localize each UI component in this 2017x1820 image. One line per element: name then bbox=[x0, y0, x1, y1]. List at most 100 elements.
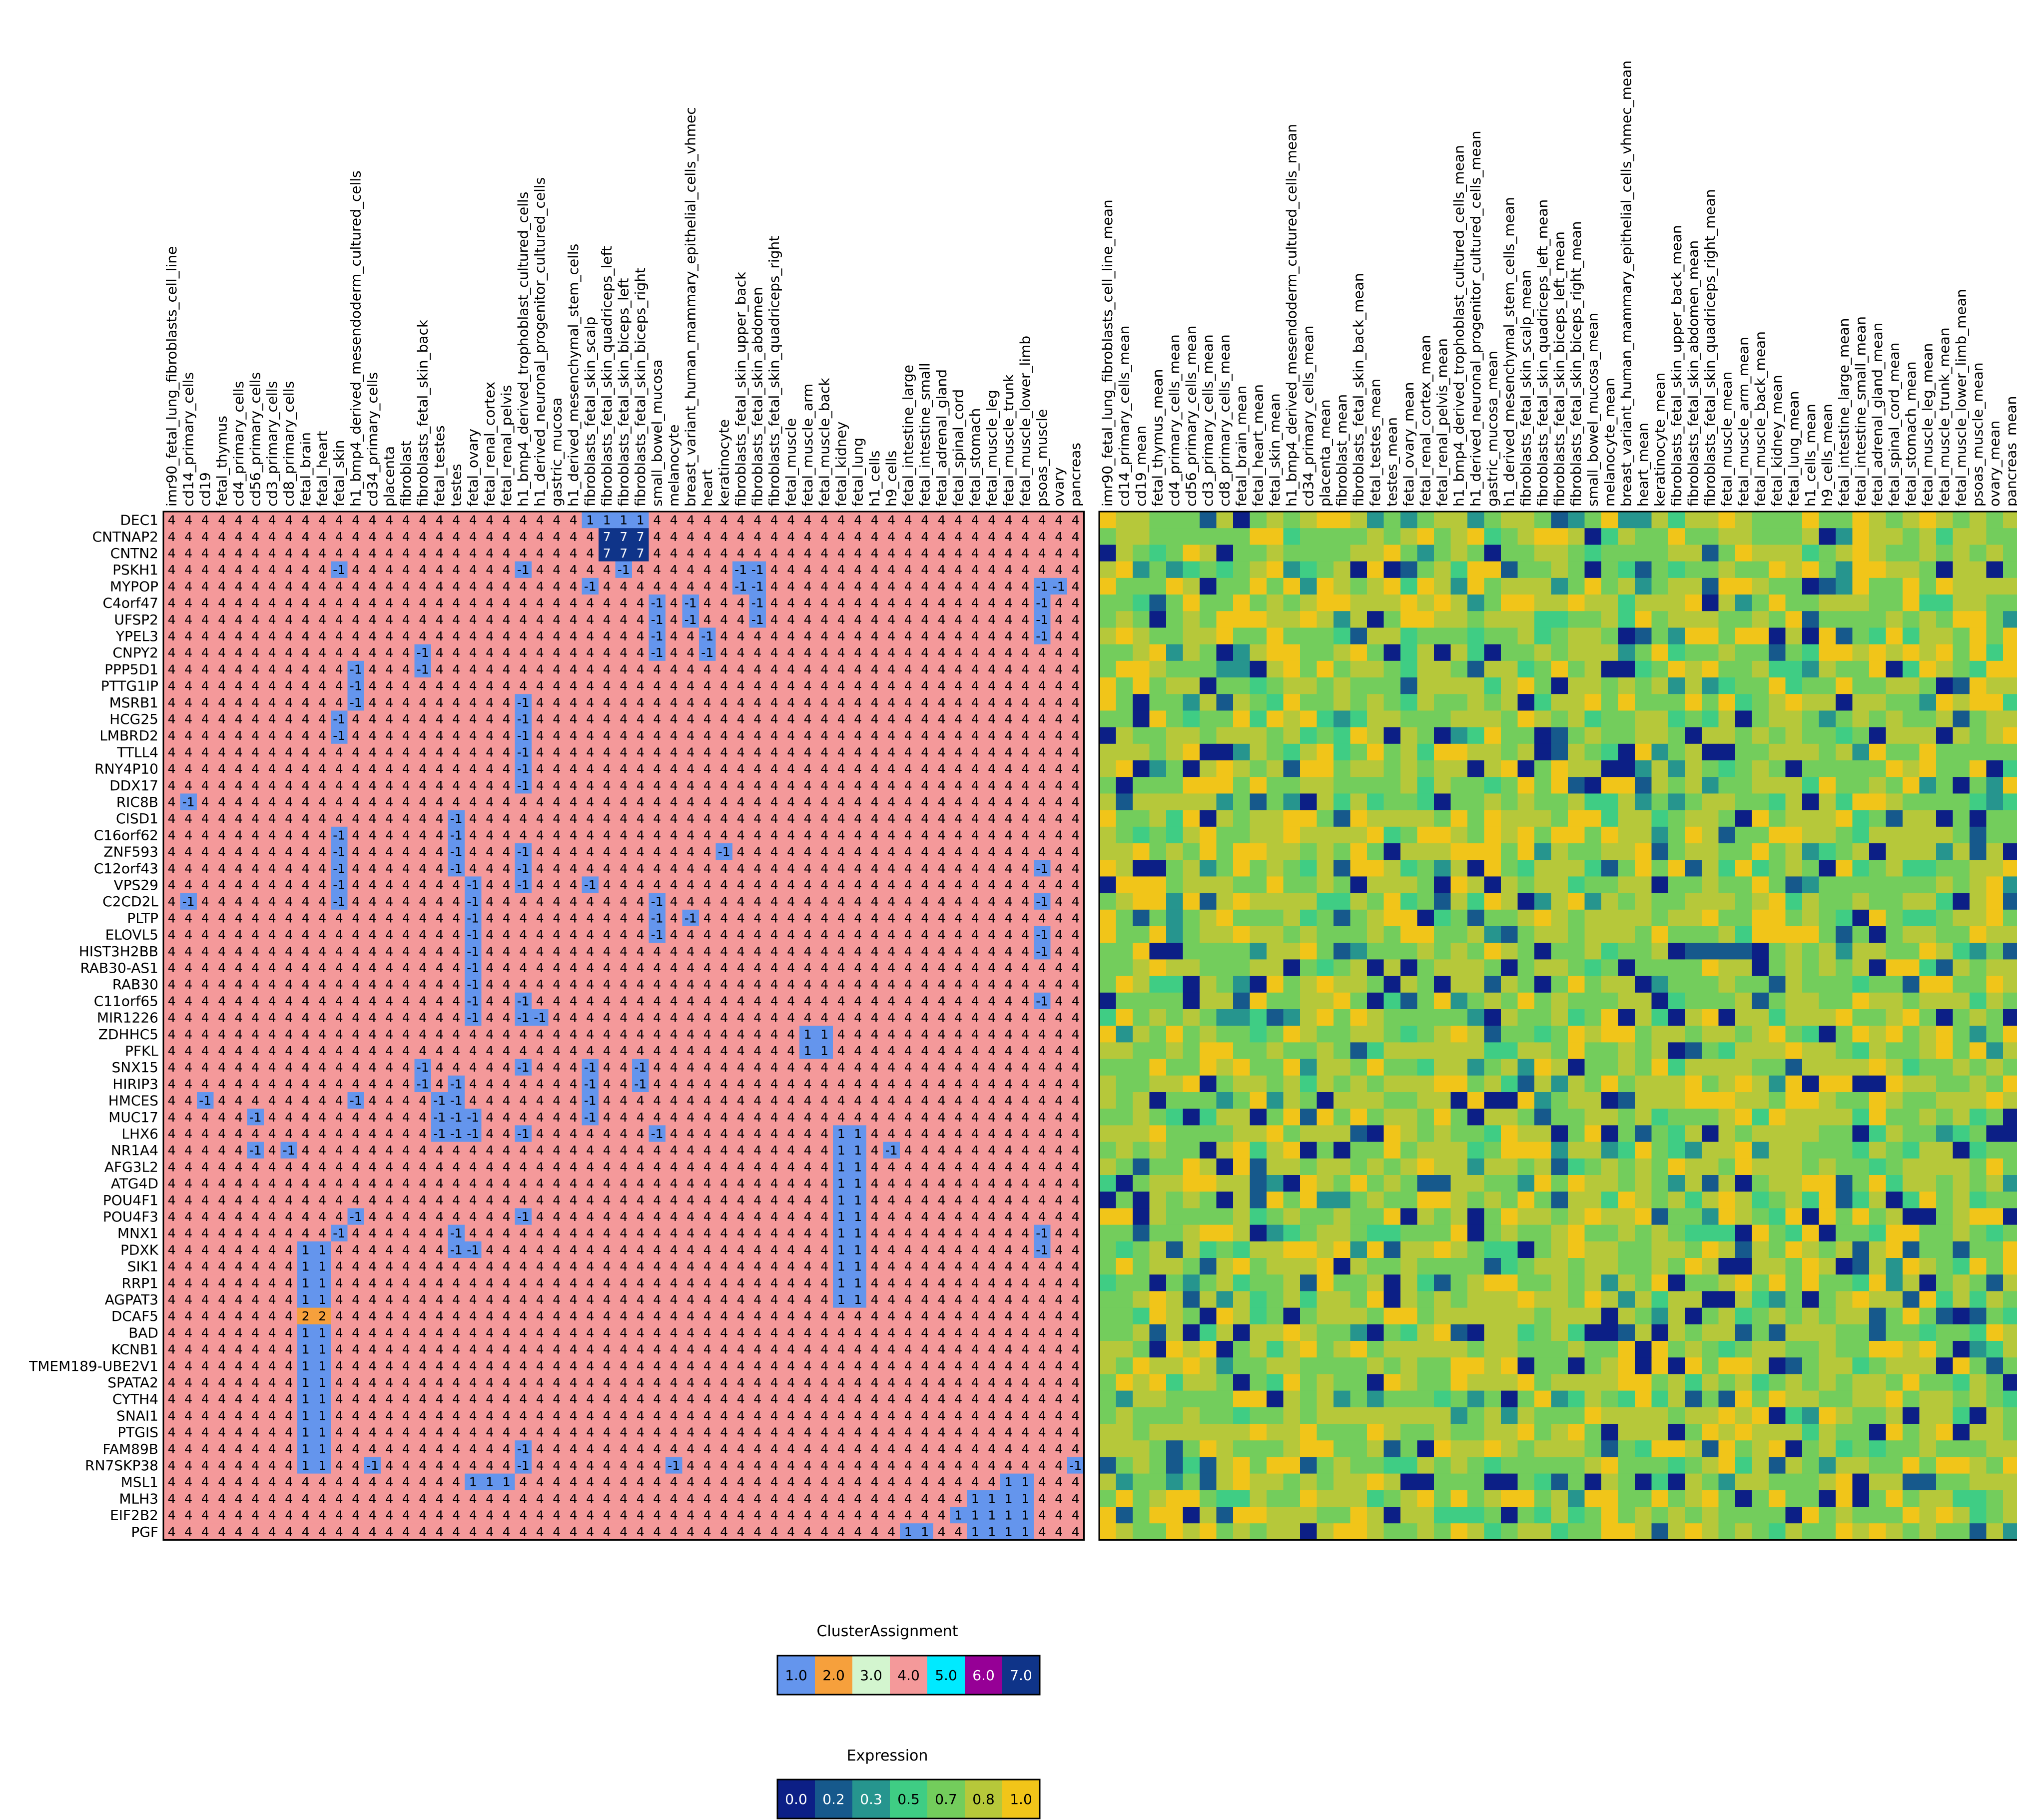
cluster-cell-value: 4 bbox=[553, 961, 561, 975]
cluster-cell-value: 4 bbox=[787, 513, 795, 528]
cluster-cell bbox=[699, 528, 716, 545]
cluster-cell-value: 4 bbox=[385, 1193, 393, 1208]
cluster-cell-value: 4 bbox=[285, 944, 293, 959]
cluster-cell-value: 4 bbox=[419, 728, 427, 743]
cluster-cell-value: 4 bbox=[519, 679, 527, 693]
cluster-cell-value: 4 bbox=[436, 679, 444, 693]
cluster-cell-value: 4 bbox=[737, 961, 745, 975]
cluster-cell-value: 4 bbox=[603, 612, 611, 627]
cluster-cell-value: 4 bbox=[201, 861, 209, 876]
cluster-cell-value: 4 bbox=[335, 695, 343, 710]
cluster-cell-value: -1 bbox=[1036, 861, 1048, 876]
cluster-cell-value: 4 bbox=[804, 878, 812, 892]
cluster-cell-value: 4 bbox=[251, 1127, 259, 1141]
cluster-cell-value: 4 bbox=[603, 944, 611, 959]
cluster-cell-value: 4 bbox=[753, 546, 761, 561]
cluster-cell-value: 4 bbox=[871, 894, 879, 909]
cluster-cell-value: 4 bbox=[1021, 596, 1029, 610]
cluster-cell bbox=[699, 512, 716, 529]
cluster-cell-value: 4 bbox=[570, 977, 578, 992]
cluster-cell-value: 4 bbox=[904, 1127, 912, 1141]
cluster-cell-value: 4 bbox=[820, 513, 828, 528]
cluster-cell-value: 4 bbox=[971, 1094, 979, 1108]
cluster-cell-value: 4 bbox=[603, 1127, 611, 1141]
cluster-cell-value: 4 bbox=[1055, 695, 1063, 710]
cluster-cell-value: 4 bbox=[804, 861, 812, 876]
cluster-cell-value: 4 bbox=[1072, 695, 1080, 710]
cluster-cell-value: 4 bbox=[921, 1044, 929, 1058]
cluster-cell-value: -1 bbox=[350, 1094, 362, 1108]
cluster-cell-value: 4 bbox=[369, 894, 377, 909]
cluster-cell-value: 4 bbox=[988, 645, 996, 660]
cluster-cell bbox=[649, 528, 666, 545]
cluster-cell-value: 4 bbox=[837, 513, 845, 528]
cluster-cell-value: 4 bbox=[770, 1110, 778, 1125]
cluster-cell-value: 4 bbox=[385, 811, 393, 826]
cluster-cell-value: 4 bbox=[318, 1060, 326, 1075]
cluster-cell-value: 4 bbox=[184, 728, 192, 743]
cluster-cell-value: 4 bbox=[753, 728, 761, 743]
cluster-cell-value: 4 bbox=[285, 911, 293, 925]
cluster-cell-value: 4 bbox=[871, 1127, 879, 1141]
cluster-cell-value: 4 bbox=[536, 795, 544, 809]
cluster-cell-value: 4 bbox=[954, 1110, 962, 1125]
cluster-cell-value: 4 bbox=[318, 911, 326, 925]
cluster-cell-value: 4 bbox=[268, 911, 276, 925]
cluster-cell-value: 4 bbox=[904, 712, 912, 726]
cluster-cell-value: 4 bbox=[251, 530, 259, 544]
cluster-cell-value: 4 bbox=[988, 596, 996, 610]
cluster-cell-value: 4 bbox=[804, 828, 812, 842]
cluster-cell-value: 4 bbox=[235, 894, 243, 909]
cluster-cell-value: 4 bbox=[369, 662, 377, 676]
cluster-cell-value: 4 bbox=[352, 811, 360, 826]
cluster-cell-value: 4 bbox=[184, 1011, 192, 1025]
cluster-cell-value: 4 bbox=[369, 645, 377, 660]
cluster-cell-value: 4 bbox=[553, 1242, 561, 1257]
cluster-cell-value: 4 bbox=[887, 994, 895, 1008]
row-label: TTLL4 bbox=[116, 744, 158, 760]
cluster-cell-value: 4 bbox=[670, 695, 678, 710]
cluster-cell-value: 4 bbox=[954, 579, 962, 594]
cluster-cell-value: 4 bbox=[720, 563, 728, 577]
cluster-cell-value: 4 bbox=[486, 811, 494, 826]
cluster-cell-value: 4 bbox=[268, 795, 276, 809]
cluster-cell-value: 4 bbox=[938, 861, 946, 876]
cluster-cell-value: 4 bbox=[1038, 745, 1046, 759]
cluster-cell-value: 4 bbox=[854, 662, 862, 676]
cluster-cell-value: 4 bbox=[1021, 928, 1029, 942]
cluster-cell-value: 4 bbox=[318, 1210, 326, 1224]
cluster-cell bbox=[967, 528, 984, 545]
cluster-cell-value: 4 bbox=[871, 530, 879, 544]
cluster-cell-value: 4 bbox=[436, 977, 444, 992]
cluster-cell-value: 4 bbox=[737, 944, 745, 959]
cluster-cell-value: 4 bbox=[737, 1060, 745, 1075]
cluster-cell-value: 4 bbox=[302, 1077, 310, 1091]
cluster-cell-value: 4 bbox=[385, 1011, 393, 1025]
cluster-cell-value: 4 bbox=[703, 894, 711, 909]
cluster-cell-value: 4 bbox=[1021, 994, 1029, 1008]
cluster-cell-value: 4 bbox=[637, 695, 645, 710]
cluster-cell-value: 4 bbox=[235, 563, 243, 577]
cluster-cell-value: 4 bbox=[553, 911, 561, 925]
cluster-cell-value: 1 bbox=[854, 1193, 862, 1208]
cluster-cell-value: 4 bbox=[452, 1027, 460, 1042]
cluster-cell-value: 4 bbox=[369, 811, 377, 826]
cluster-cell-value: 4 bbox=[251, 1027, 259, 1042]
cluster-cell-value: 1 bbox=[820, 1044, 828, 1058]
cluster-cell-value: 4 bbox=[519, 629, 527, 643]
row-label: PFKL bbox=[125, 1043, 158, 1059]
cluster-cell-value: 4 bbox=[820, 1210, 828, 1224]
cluster-cell-value: 4 bbox=[670, 1160, 678, 1174]
cluster-cell-value: 4 bbox=[335, 596, 343, 610]
cluster-cell-value: 4 bbox=[318, 961, 326, 975]
cluster-cell-value: 4 bbox=[235, 745, 243, 759]
cluster-cell-value: 4 bbox=[1072, 1226, 1080, 1240]
cluster-cell-value: 4 bbox=[586, 612, 594, 627]
cluster-cell-value: 4 bbox=[971, 911, 979, 925]
cluster-cell-value: 4 bbox=[988, 1210, 996, 1224]
cluster-cell-value: 4 bbox=[921, 1060, 929, 1075]
cluster-cell-value: 4 bbox=[385, 563, 393, 577]
cluster-cell-value: 4 bbox=[251, 596, 259, 610]
cluster-cell-value: 4 bbox=[218, 961, 226, 975]
cluster-cell-value: 4 bbox=[302, 728, 310, 743]
